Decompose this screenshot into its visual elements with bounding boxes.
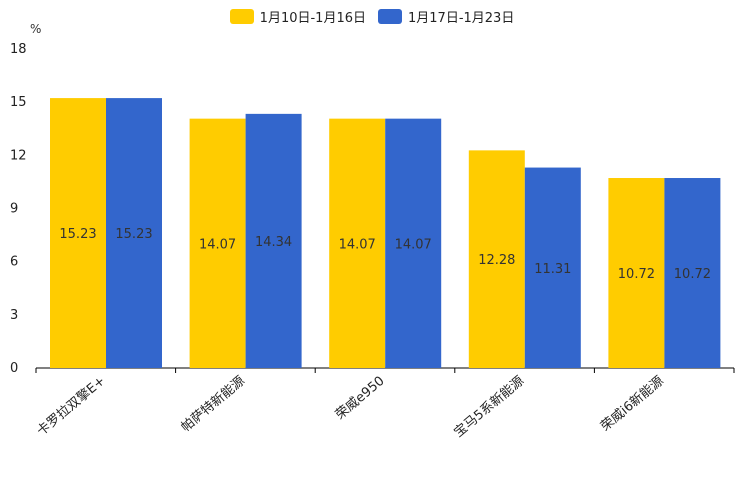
x-tick-label: 卡罗拉双擎E+ [34,374,108,440]
legend-item-series-2[interactable]: 1月17日-1月23日 [378,7,514,26]
bar [664,178,721,368]
data-label: 14.07 [339,237,376,252]
y-tick-label: 12 [10,148,27,163]
legend-item-series-1[interactable]: 1月10日-1月16日 [229,7,366,26]
data-label: 12.28 [478,253,515,268]
legend-swatch-series-1 [229,9,254,24]
bar [329,118,386,368]
y-tick-label: 6 [10,255,18,270]
data-label: 10.72 [618,267,655,282]
bar [608,178,665,368]
x-tick-label: 帕萨特新能源 [178,373,248,435]
data-label: 14.07 [199,237,236,252]
data-label: 11.31 [534,262,571,277]
data-label: 10.72 [674,267,711,282]
bar [50,98,106,369]
legend: 1月10日-1月16日 1月17日-1月23日 [0,7,744,26]
y-tick-label: 0 [10,361,18,376]
data-label: 14.34 [255,235,292,250]
legend-swatch-series-2 [378,9,402,24]
bar [245,113,302,368]
y-axis-unit: % [30,22,42,36]
bar [189,118,246,368]
y-tick-label: 9 [10,202,18,217]
x-tick-label: 荣威e950 [333,374,388,423]
data-label: 15.23 [115,227,152,242]
x-tick-label: 宝马5系新能源 [451,373,527,441]
bar [468,150,525,368]
x-tick-label: 荣威i6新能源 [598,373,667,435]
y-tick-label: 15 [10,95,27,110]
data-label: 14.07 [395,237,432,252]
legend-label-series-1: 1月10日-1月16日 [259,11,366,26]
legend-label-series-2: 1月17日-1月23日 [408,11,515,26]
y-tick-label: 3 [10,308,18,323]
bar [385,118,442,368]
y-tick-label: 18 [10,42,27,57]
data-label: 15.23 [59,227,96,242]
bar [524,167,581,368]
bar [106,98,162,369]
